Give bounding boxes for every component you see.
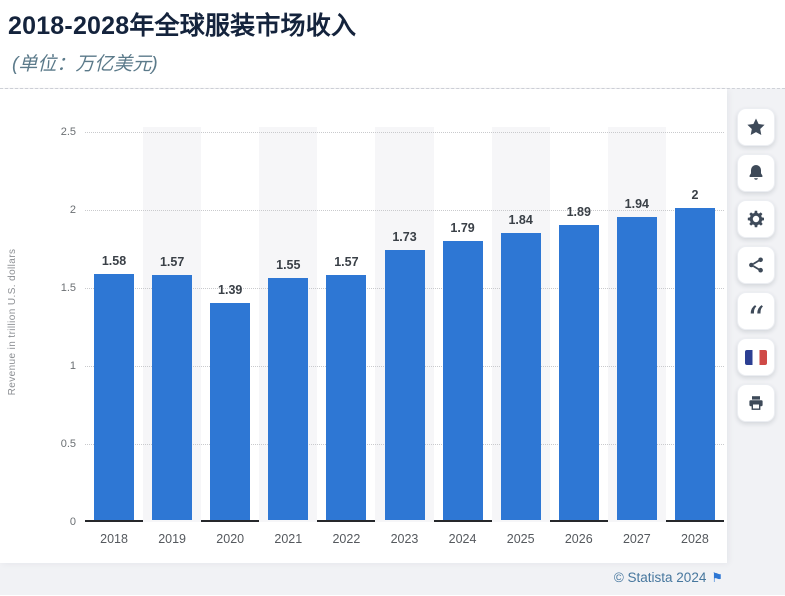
share-icon bbox=[746, 255, 766, 275]
x-tick-label: 2019 bbox=[158, 532, 187, 546]
y-tick-label: 1.5 bbox=[60, 282, 76, 294]
x-tick-label: 2024 bbox=[448, 532, 477, 546]
bar-2018[interactable] bbox=[94, 273, 135, 520]
gear-icon bbox=[746, 209, 766, 229]
chart-header: 2018-2028年全球服装市场收入 (单位：万亿美元) bbox=[0, 0, 785, 88]
x-tick-label: 2025 bbox=[506, 532, 535, 546]
settings-button[interactable] bbox=[737, 200, 775, 238]
credit-text: © Statista 2024 bbox=[613, 570, 707, 585]
bar-2027[interactable] bbox=[616, 217, 657, 520]
page-title: 2018-2028年全球服装市场收入 bbox=[8, 12, 357, 40]
bar-2020[interactable] bbox=[210, 303, 251, 520]
cite-button[interactable]: “ bbox=[737, 292, 775, 339]
x-tick-label: 2020 bbox=[216, 532, 245, 546]
statista-flag-icon: ⚑ bbox=[711, 570, 723, 585]
x-tick-label: 2018 bbox=[100, 532, 128, 546]
bar-2028[interactable] bbox=[674, 208, 715, 520]
bar-value-label: 1.94 bbox=[624, 197, 650, 212]
bar-value-label: 1.57 bbox=[159, 255, 185, 270]
bar-value-label: 1.58 bbox=[101, 253, 127, 268]
x-tick-label: 2027 bbox=[622, 532, 651, 546]
bar-value-label: 1.57 bbox=[334, 255, 359, 270]
star-icon bbox=[746, 117, 766, 137]
bar-value-label: 2 bbox=[691, 188, 699, 202]
language-french-button[interactable] bbox=[737, 338, 775, 376]
bar-value-label: 1.39 bbox=[218, 283, 243, 298]
bar-value-label: 1.84 bbox=[508, 212, 533, 227]
alerts-button[interactable] bbox=[737, 154, 775, 192]
bell-icon bbox=[746, 163, 766, 183]
gridline bbox=[85, 132, 724, 133]
content-region: Revenue in trillion U.S. dollars 1.58 1.5… bbox=[0, 88, 785, 595]
bar-value-label: 1.89 bbox=[566, 205, 591, 220]
bar-2021[interactable] bbox=[268, 278, 309, 520]
unit-subtitle: (单位：万亿美元) bbox=[12, 54, 158, 75]
statista-credit-link[interactable]: © Statista 2024 ⚑ bbox=[614, 570, 723, 586]
y-tick-label: 0 bbox=[69, 516, 76, 528]
plot-area: 1.58 1.57 1.39 1.55 1.57 1.73 1.79 1.84 1.89 1.94… bbox=[85, 89, 724, 522]
bar-2024[interactable] bbox=[442, 240, 483, 520]
y-tick-label: 2 bbox=[69, 204, 76, 216]
bar-2023[interactable] bbox=[384, 250, 425, 520]
y-axis-title: Revenue in trillion U.S. dollars bbox=[7, 248, 18, 396]
x-tick-label: 2028 bbox=[681, 532, 709, 546]
bar-value-label: 1.55 bbox=[276, 258, 301, 273]
x-tick-label: 2026 bbox=[564, 532, 593, 546]
print-button[interactable] bbox=[737, 384, 775, 422]
y-tick-label: 2.5 bbox=[60, 126, 76, 138]
bar-2019[interactable] bbox=[152, 275, 193, 520]
bar-2022[interactable] bbox=[326, 275, 367, 520]
bar-2025[interactable] bbox=[500, 232, 541, 520]
quote-icon: “ bbox=[747, 299, 765, 339]
bar-2026[interactable] bbox=[558, 225, 599, 520]
printer-icon bbox=[746, 393, 766, 413]
y-tick-label: 0.5 bbox=[60, 438, 76, 450]
action-toolbar: “ bbox=[727, 89, 785, 596]
share-button[interactable] bbox=[737, 246, 775, 284]
french-flag-icon bbox=[745, 349, 767, 365]
x-tick-label: 2023 bbox=[390, 532, 419, 546]
y-tick-label: 1 bbox=[69, 360, 76, 372]
gridline bbox=[85, 210, 724, 211]
chart-card: Revenue in trillion U.S. dollars 1.58 1.5… bbox=[0, 89, 727, 563]
favorite-button[interactable] bbox=[737, 108, 775, 146]
bar-value-label: 1.73 bbox=[392, 230, 417, 245]
bar-value-label: 1.79 bbox=[450, 220, 475, 235]
x-tick-label: 2021 bbox=[274, 532, 303, 546]
x-tick-label: 2022 bbox=[332, 532, 361, 546]
